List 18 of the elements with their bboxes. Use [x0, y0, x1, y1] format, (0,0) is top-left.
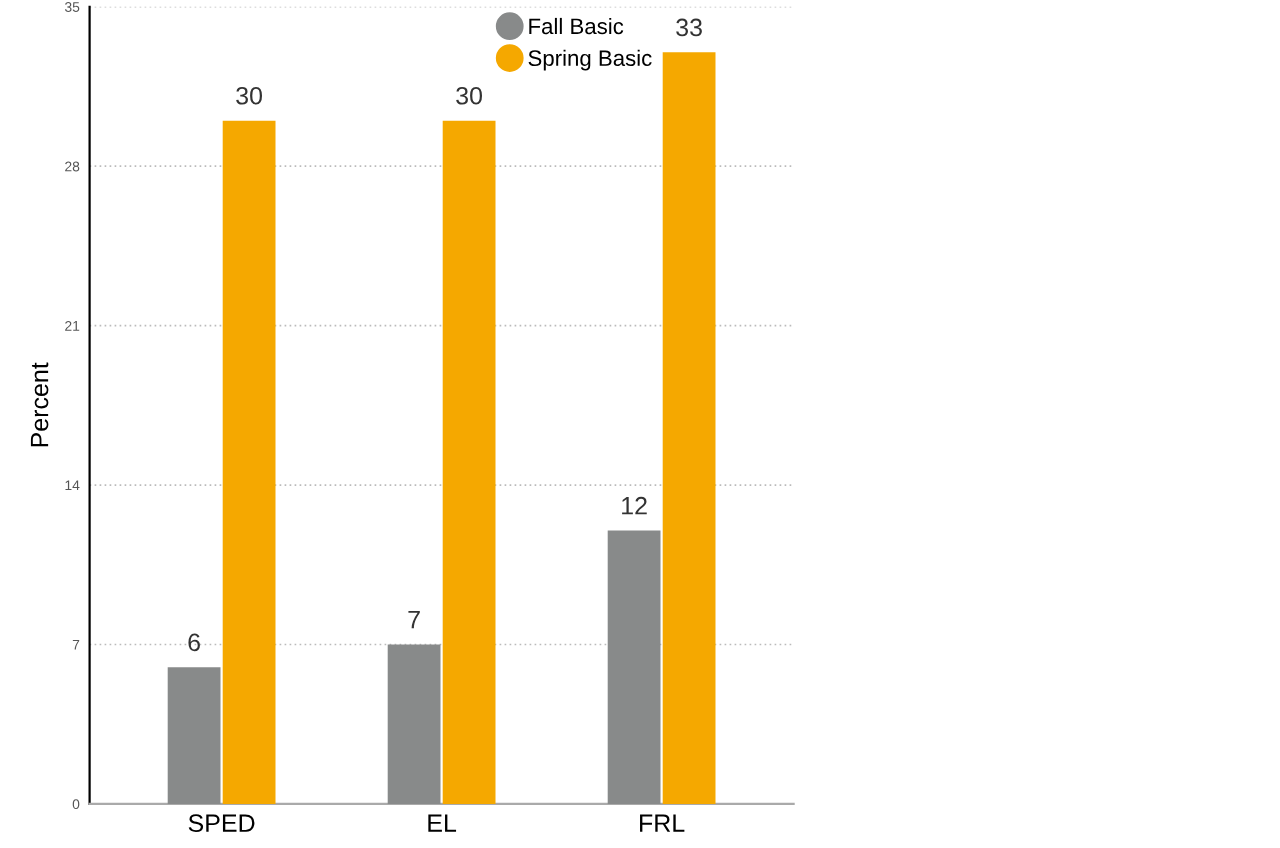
data-label: 7	[408, 610, 420, 629]
data-label: 33	[676, 18, 702, 37]
x-tick-label: FRL	[640, 814, 685, 832]
x-tick-label: SPED	[188, 814, 255, 832]
data-label: 6	[188, 633, 200, 652]
bar	[167, 667, 221, 804]
bar	[222, 120, 276, 804]
bar	[387, 644, 441, 804]
bar	[662, 52, 716, 804]
legend-label: Fall Basic	[529, 17, 624, 35]
data-label: 30	[236, 86, 263, 105]
bar	[442, 120, 496, 804]
bar	[607, 530, 661, 804]
data-label: 12	[622, 496, 647, 515]
y-axis-title: Percent	[30, 362, 49, 447]
legend-label: Spring Basic	[528, 49, 652, 71]
x-tick-label: EL	[428, 814, 457, 832]
data-label: 30	[456, 86, 483, 105]
